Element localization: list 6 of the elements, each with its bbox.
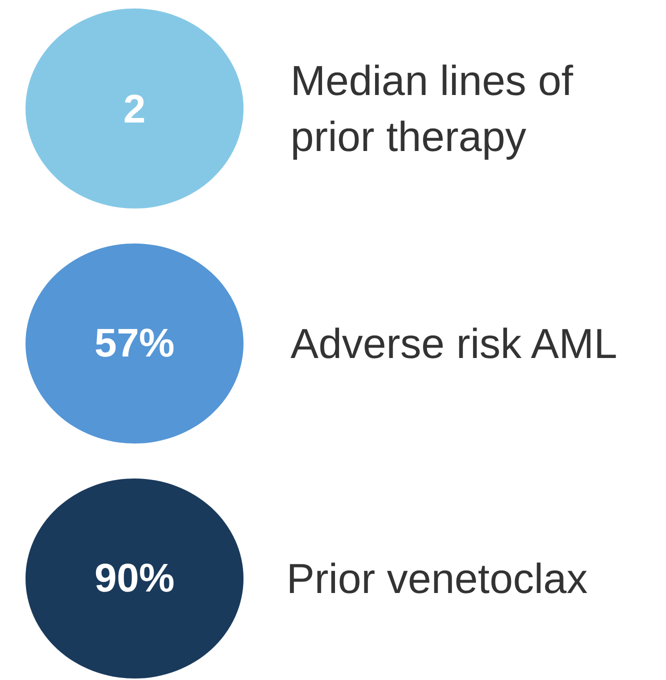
category-label: Adverse risk AML — [290, 320, 618, 367]
data-label: 2 — [123, 88, 146, 132]
data-label: 57% — [94, 322, 175, 366]
category-label: Prior venetoclax — [286, 555, 588, 602]
data-label: 90% — [94, 556, 175, 600]
category-label: Median lines of prior therapy — [290, 56, 574, 160]
